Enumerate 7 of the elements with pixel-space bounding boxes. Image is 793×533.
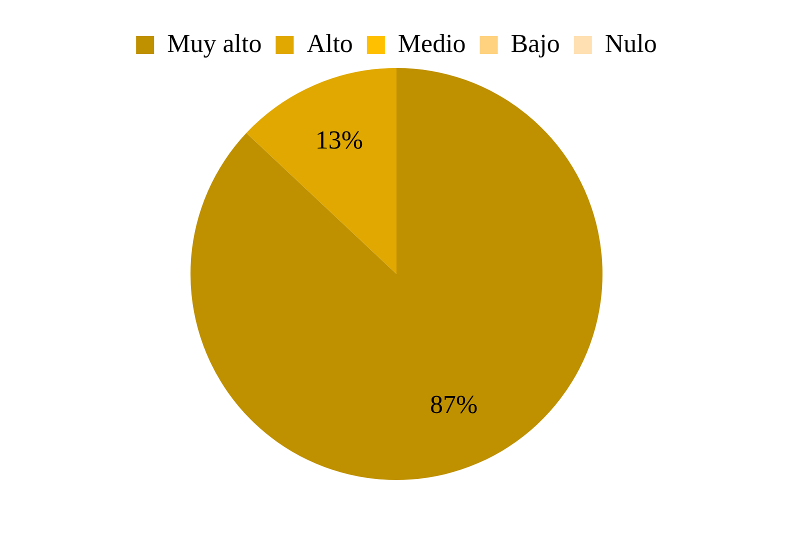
legend-label: Bajo xyxy=(510,28,560,58)
legend-label: Alto xyxy=(306,28,353,58)
data-label: 87% xyxy=(430,390,478,420)
data-label: 13% xyxy=(315,125,364,154)
legend-label: Muy alto xyxy=(167,28,262,58)
legend-label: Nulo xyxy=(604,28,657,58)
legend-label: Medio xyxy=(398,28,466,58)
